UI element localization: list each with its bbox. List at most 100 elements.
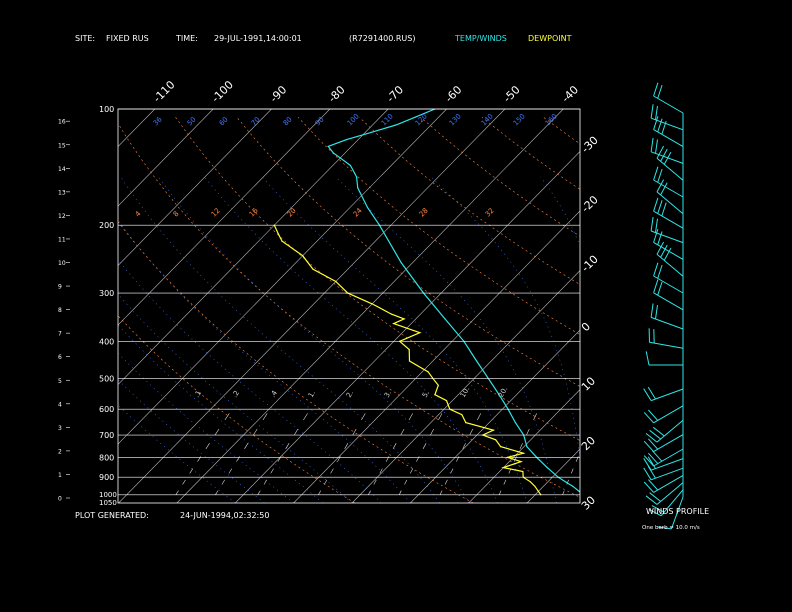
dewpoint-point [281,240,283,242]
pressure-tick-label: 400 [99,337,114,346]
wind-barb-feather [649,492,661,502]
pressure-tick-label: 1000 [99,491,117,499]
dewpoint-point [390,313,392,315]
mixing-ratio-dash [410,468,414,474]
dewpoint-point [502,467,504,469]
mixing-ratio-label: 1. [307,389,317,399]
dry-adiabat-label: 8 [172,210,181,219]
dry-adiabat-label: 4 [134,209,143,218]
temperature-point [578,490,580,492]
isotherm-line [118,109,389,386]
wind-barb [660,489,684,517]
potential-temp-label: 60 [218,115,230,127]
height-tick-label: 3 [58,425,62,432]
mixing-ratio-label: 2. [345,389,355,399]
mixing-ratio-dash [533,413,537,421]
wind-barb-feather [647,386,656,400]
wind-barb [650,316,684,330]
wind-barb-feather [652,450,663,462]
potential-temp-label: 50 [186,115,198,127]
mixing-ratio-dash [469,428,474,436]
wind-barb [653,434,684,453]
height-tick-label: 0 [58,496,62,503]
mixing-ratio-dash [519,443,523,449]
mixing-ratio-dash [400,428,405,436]
potential-temp-label: 70 [250,115,262,127]
dewpoint-point [500,446,502,448]
dewpoint-point [277,232,279,234]
skewt-plot-area: 1002003004005006007008009001000105001234… [58,78,601,512]
isotherm-line [118,109,447,445]
wind-barb [650,151,684,164]
temperature-point [498,394,500,396]
potential-temp-label: 80 [282,115,294,127]
time-label: TIME: [175,34,198,43]
wind-barb-feather [655,218,658,233]
wind-barb-feather [645,433,658,443]
height-tick-label: 7 [58,331,62,338]
height-tick-label: 2 [58,448,62,455]
mixing-ratio-dash [182,479,186,485]
isotherm-line [351,270,580,503]
mixing-ratio-dash [398,490,402,495]
wind-barb-feather [655,139,658,154]
wind-barb-feather [651,505,665,513]
winds-profile-panel [643,82,684,530]
wind-barb [656,253,684,277]
wind-barb-feather [645,351,650,366]
temperature-point [370,131,372,133]
dry-adiabat-label: 28 [418,207,430,219]
mixing-ratio-label: .4 [269,389,280,399]
temperature-point [395,124,397,126]
pressure-tick-label: 200 [99,221,114,230]
temp-legend: TEMP/WINDS [454,34,507,43]
wind-barb-feather [653,228,659,243]
mixing-ratio-dash [392,443,397,449]
isotherm-line [235,151,580,503]
wind-barb-feather [660,244,668,258]
temperature-point [564,481,567,483]
mixing-ratio-dash [224,413,230,421]
mixing-ratio-dash [215,490,219,495]
wind-barb-feather [643,481,654,493]
height-tick-label: 1 [58,472,62,479]
mixing-ratio-dash [444,479,448,485]
wind-barb-feather [657,264,663,279]
site-value: FIXED RUS [106,34,149,43]
pressure-tick-label: 700 [99,431,114,440]
isotherm-line [293,210,580,503]
wind-barb-feather [649,429,661,440]
wind-barb-feather [648,409,659,421]
wind-barb [656,157,684,181]
dewpoint-point [408,348,410,351]
height-tick-label: 11 [58,236,66,243]
mixing-ratio-dash [189,468,194,474]
mixing-ratio-dash [253,428,258,436]
dewpoint-point [522,470,524,473]
height-tick-label: 6 [58,354,62,361]
pressure-tick-label: 500 [99,375,114,384]
mixing-ratio-dash [408,413,413,421]
wind-barb [650,467,684,481]
wind-barb-feather [653,197,659,212]
wind-barb [653,95,684,114]
height-tick-label: 10 [58,260,66,267]
temperature-point [514,422,517,424]
mixing-ratio-dash [318,490,322,495]
wind-barb-feather [650,217,654,232]
pressure-tick-label: 900 [99,473,114,482]
wind-barb-feather [653,116,659,130]
wind-barb-feather [643,412,654,424]
wind-barb-feather [657,168,663,183]
temperature-point [357,187,359,189]
temperature-point [414,116,416,118]
height-tick-label: 13 [58,189,66,196]
dewpoint-point [419,332,421,334]
plot-generated-value: 24-JUN-1994,02:32:50 [180,511,269,520]
dewpoint-point [371,303,373,305]
dewpoint-point [520,461,522,463]
wind-barb-feather [653,166,659,181]
wind-barb-feather [653,82,659,97]
mixing-ratio-dash [571,468,574,474]
